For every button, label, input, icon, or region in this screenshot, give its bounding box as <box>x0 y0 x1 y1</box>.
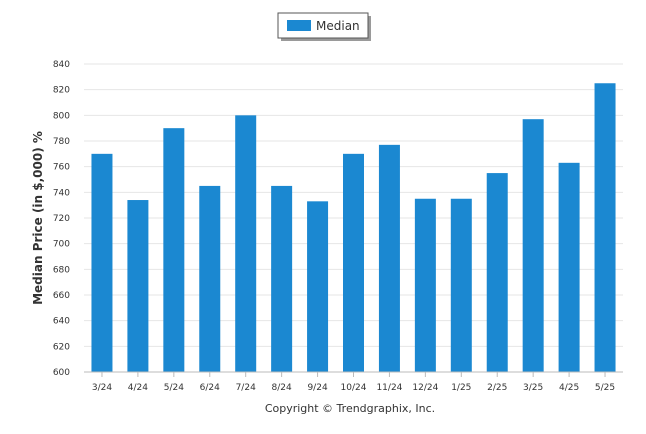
copyright-text: Copyright © Trendgraphix, Inc. <box>265 402 435 415</box>
legend-label: Median <box>316 19 360 33</box>
y-tick-label: 740 <box>53 188 70 198</box>
legend-swatch <box>287 20 311 31</box>
y-tick-label: 840 <box>53 60 70 70</box>
y-tick-label: 760 <box>53 163 70 173</box>
x-tick-label: 5/25 <box>595 383 615 393</box>
bar[interactable] <box>307 201 329 372</box>
bar[interactable] <box>91 153 113 372</box>
bar[interactable] <box>558 162 580 372</box>
y-tick-label: 680 <box>53 265 70 275</box>
bar[interactable] <box>522 119 544 372</box>
bar[interactable] <box>271 185 293 372</box>
y-tick-label: 780 <box>53 137 70 147</box>
bar[interactable] <box>199 185 221 372</box>
x-tick-label: 2/25 <box>487 383 507 393</box>
y-tick-label: 800 <box>53 111 70 121</box>
y-tick-label: 660 <box>53 291 70 301</box>
legend[interactable]: Median <box>277 12 371 41</box>
x-tick-label: 5/24 <box>164 383 184 393</box>
y-tick-label: 700 <box>53 240 70 250</box>
x-tick-label: 4/25 <box>559 383 579 393</box>
x-tick-label: 8/24 <box>272 383 292 393</box>
y-tick-label: 620 <box>53 342 70 352</box>
x-tick-label: 12/24 <box>412 383 438 393</box>
bar[interactable] <box>414 198 436 372</box>
bar[interactable] <box>450 198 472 372</box>
x-tick-label: 3/24 <box>92 383 112 393</box>
x-tick-label: 10/24 <box>341 383 367 393</box>
y-axis-ticks: 600 620 640 660 680 700 720 740 760 780 800 820 840 <box>53 60 70 378</box>
y-axis-title: Median Price (in $,000) % <box>31 131 45 305</box>
y-tick-label: 640 <box>53 317 70 327</box>
bar[interactable] <box>594 83 616 372</box>
x-tick-label: 3/25 <box>523 383 543 393</box>
x-tick-label: 4/24 <box>128 383 148 393</box>
x-axis-ticks: 3/24 4/24 5/24 6/24 7/24 8/24 9/24 10/24 11/24 12… <box>92 372 615 393</box>
bar-series <box>91 83 616 372</box>
x-tick-label: 7/24 <box>236 383 256 393</box>
x-tick-label: 6/24 <box>200 383 220 393</box>
x-tick-label: 9/24 <box>307 383 327 393</box>
y-tick-label: 820 <box>53 86 70 96</box>
x-tick-label: 11/24 <box>376 383 402 393</box>
y-tick-label: 600 <box>53 368 70 378</box>
bar[interactable] <box>486 173 508 372</box>
bar[interactable] <box>378 144 400 372</box>
bar[interactable] <box>235 115 257 372</box>
bar[interactable] <box>163 128 185 372</box>
x-tick-label: 1/25 <box>451 383 471 393</box>
y-tick-label: 720 <box>53 214 70 224</box>
bar[interactable] <box>127 200 149 372</box>
bar[interactable] <box>343 153 364 372</box>
